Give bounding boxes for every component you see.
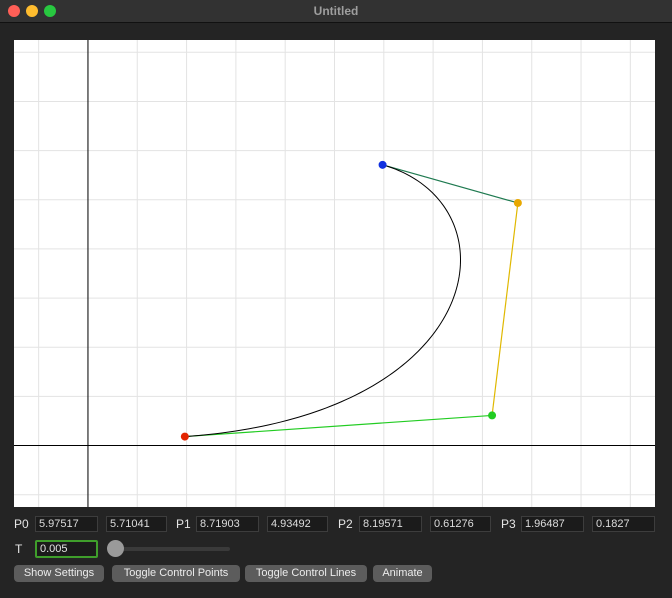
bezier-canvas[interactable] (14, 40, 655, 507)
control-lines (184, 164, 519, 438)
t-slider-track[interactable] (108, 547, 230, 551)
show-settings-button[interactable]: Show Settings (14, 565, 104, 582)
p3-y-input[interactable] (592, 516, 655, 532)
close-window-button[interactable] (8, 5, 20, 17)
grid-lines (14, 40, 655, 507)
p1-y-input[interactable] (267, 516, 328, 532)
title-bar: Untitled (0, 0, 672, 23)
p3-label: P3 (501, 517, 516, 531)
bezier-plot[interactable] (14, 40, 655, 507)
axes (14, 40, 655, 507)
p2-x-input[interactable] (359, 516, 422, 532)
control-point-p0[interactable] (378, 160, 387, 169)
control-point-p3[interactable] (180, 432, 189, 441)
control-line-3 (382, 164, 519, 204)
toggle-control-lines-button[interactable]: Toggle Control Lines (245, 565, 367, 582)
toggle-control-points-button[interactable]: Toggle Control Points (112, 565, 240, 582)
p1-x-input[interactable] (196, 516, 259, 532)
control-points[interactable] (180, 160, 522, 441)
control-line-1 (184, 414, 493, 438)
control-point-p1[interactable] (513, 198, 522, 207)
p0-y-input[interactable] (106, 516, 167, 532)
p1-label: P1 (176, 517, 191, 531)
t-input[interactable] (35, 540, 98, 558)
p2-y-input[interactable] (430, 516, 491, 532)
minimize-window-button[interactable] (26, 5, 38, 17)
animate-button[interactable]: Animate (373, 565, 432, 582)
p3-x-input[interactable] (521, 516, 584, 532)
control-line-2 (491, 202, 519, 416)
p0-x-input[interactable] (35, 516, 98, 532)
window-title: Untitled (313, 4, 359, 18)
zoom-window-button[interactable] (44, 5, 56, 17)
p2-label: P2 (338, 517, 353, 531)
control-point-p2[interactable] (488, 411, 497, 420)
p0-label: P0 (14, 517, 29, 531)
bezier-curve (184, 164, 462, 438)
t-slider-thumb[interactable] (106, 540, 124, 557)
t-label: T (15, 542, 23, 556)
